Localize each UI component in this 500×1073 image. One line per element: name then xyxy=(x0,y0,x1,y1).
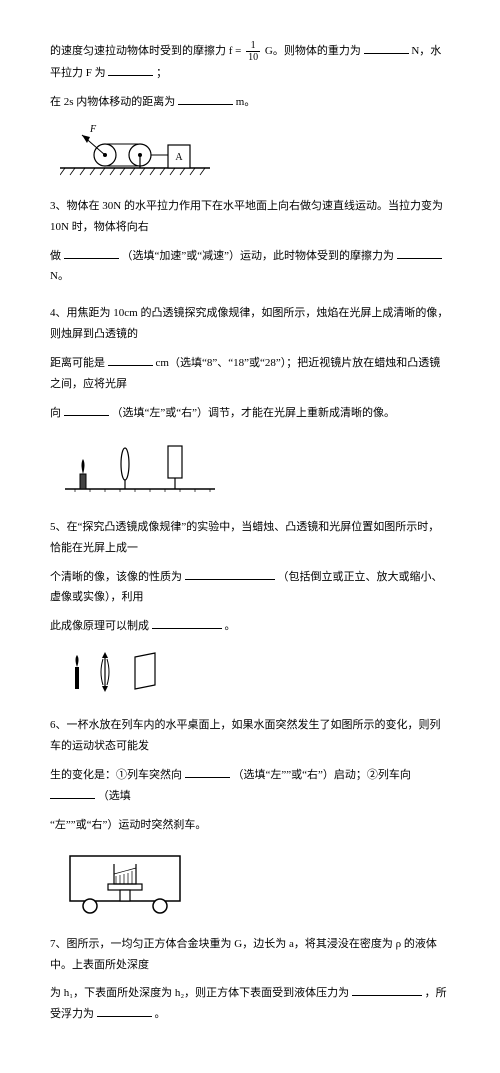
blank xyxy=(108,353,153,366)
q2-cont-line2: 在 2s 内物体移动的距离为 m。 xyxy=(50,92,450,113)
q2-cont-line1: 的速度匀速拉动物体时受到的摩擦力 f = 1 10 G。则物体的重力为 N，水平… xyxy=(50,40,450,84)
blank xyxy=(152,616,222,629)
q4-line3: 向 （选填“左”或“右”）调节，才能在光屏上重新成清晰的像。 xyxy=(50,403,450,424)
frac-den: 10 xyxy=(246,52,260,63)
q3-text-2c: N。 xyxy=(50,270,69,282)
q6-line3: “左””或“右”）运动时突然刹车。 xyxy=(50,815,450,836)
q4-text-2a: 距离可能是 xyxy=(50,357,105,369)
q3-text-2b: （选填“加速”或“减速”）运动，此时物体受到的摩擦力为 xyxy=(122,250,395,262)
figure-lens-setup xyxy=(60,647,450,697)
q5-line2: 个清晰的像，该像的性质为 （包括倒立或正立、放大或缩小、虚像或实像），利用 xyxy=(50,567,450,609)
q4-line1: 4、用焦距为 10cm 的凸透镜探究成像规律，如图所示，烛焰在光屏上成清晰的像，… xyxy=(50,303,450,345)
q2-text-2b: m。 xyxy=(236,96,256,108)
q2-text-1d: ； xyxy=(156,67,167,79)
q5-text-3b: 。 xyxy=(225,620,236,632)
q6-text-2b: （选填“左””或“右”）启动；②列车向 xyxy=(233,769,411,781)
q2-text-1b: G。则物体的重力为 xyxy=(265,45,361,57)
blank xyxy=(364,41,409,54)
blank xyxy=(185,765,230,778)
blank xyxy=(108,63,153,76)
figure-optical-bench xyxy=(60,434,450,499)
blank xyxy=(64,246,119,259)
q7-text-2a: 为 h₁，下表面所处深度为 h₂，则正方体下表面受到液体压力为 xyxy=(50,987,349,999)
blank xyxy=(185,567,275,580)
label-F: F xyxy=(89,124,97,135)
q4-line2: 距离可能是 cm（选填“8”、“18”或“28”）；把近视镜片放在蜡烛和凸透镜之… xyxy=(50,353,450,395)
q5-line3: 此成像原理可以制成 。 xyxy=(50,616,450,637)
q3-line1: 3、物体在 30N 的水平拉力作用下在水平地面上向右做匀速直线运动。当拉力变为 … xyxy=(50,196,450,238)
blank xyxy=(178,92,233,105)
q3-line2: 做 （选填“加速”或“减速”）运动，此时物体受到的摩擦力为 N。 xyxy=(50,246,450,288)
frac-num: 1 xyxy=(246,40,260,52)
q6-text-2c: （选填 xyxy=(98,790,131,802)
figure-pulley: A F xyxy=(60,123,450,178)
blank xyxy=(352,983,422,996)
q5-line1: 5、在“探究凸透镜成像规律”的实验中，当蜡烛、凸透镜和光屏位置如图所示时，恰能在… xyxy=(50,517,450,559)
q3-text-2a: 做 xyxy=(50,250,61,262)
q7-text-2c: 。 xyxy=(155,1008,166,1020)
q7-line2: 为 h₁，下表面所处深度为 h₂，则正方体下表面受到液体压力为 ，所受浮力为 。 xyxy=(50,983,450,1025)
q2-text-2a: 在 2s 内物体移动的距离为 xyxy=(50,96,175,108)
q5-text-3a: 此成像原理可以制成 xyxy=(50,620,149,632)
q7-line1: 7、图所示，一均匀正方体合金块重为 G，边长为 a，将其浸没在密度为 ρ 的液体… xyxy=(50,934,450,976)
q4-text-3b: （选填“左”或“右”）调节，才能在光屏上重新成清晰的像。 xyxy=(112,407,396,419)
q6-text-2a: 生的变化是：①列车突然向 xyxy=(50,769,182,781)
blank xyxy=(64,403,109,416)
label-A: A xyxy=(175,152,183,163)
q5-text-2a: 个清晰的像，该像的性质为 xyxy=(50,571,182,583)
q4-text-3a: 向 xyxy=(50,407,61,419)
q2-text-1a: 的速度匀速拉动物体时受到的摩擦力 f = xyxy=(50,45,244,57)
fraction: 1 10 xyxy=(246,40,260,63)
blank xyxy=(50,786,95,799)
blank xyxy=(397,246,442,259)
figure-train-cart xyxy=(60,846,450,916)
blank xyxy=(97,1004,152,1017)
q6-line1: 6、一杯水放在列车内的水平桌面上，如果水面突然发生了如图所示的变化，则列车的运动… xyxy=(50,715,450,757)
q6-line2: 生的变化是：①列车突然向 （选填“左””或“右”）启动；②列车向 （选填 xyxy=(50,765,450,807)
